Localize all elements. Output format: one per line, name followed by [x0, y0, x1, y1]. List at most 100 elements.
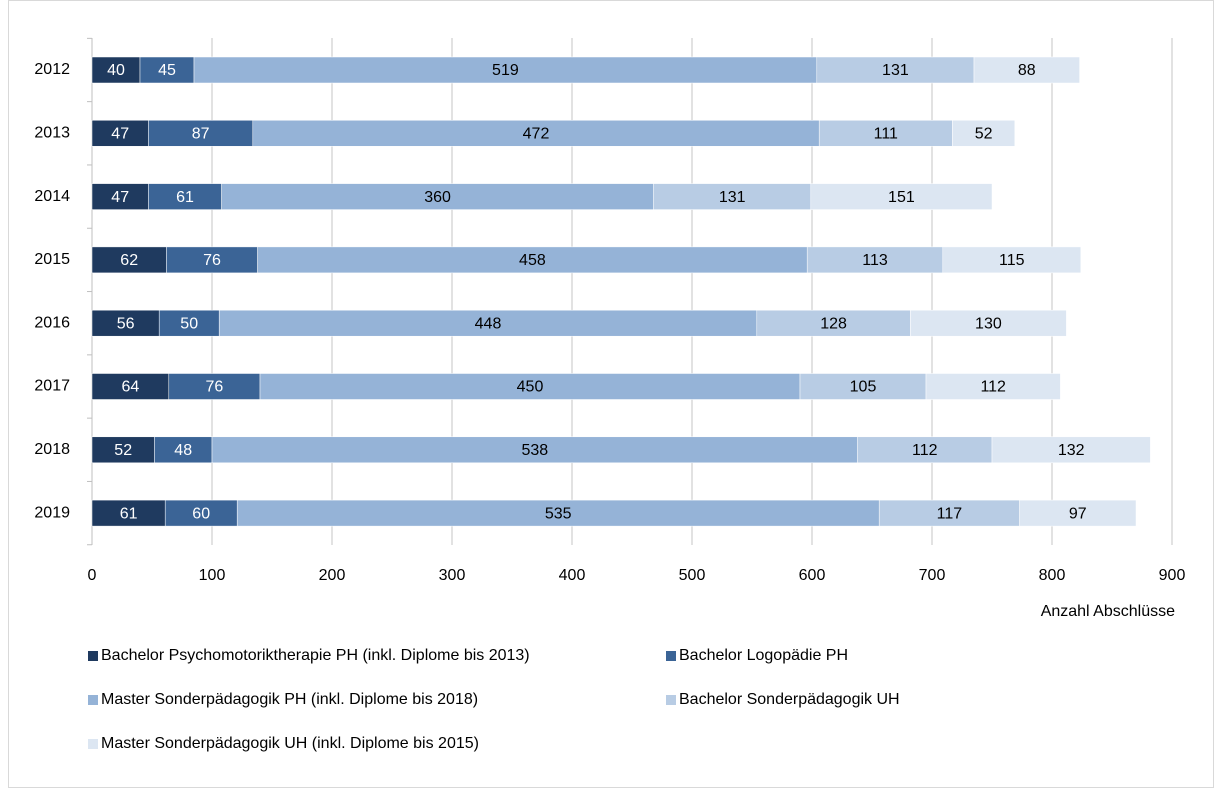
y-tick-label: 2013	[34, 125, 70, 142]
bar-segment	[925, 373, 1061, 400]
data-label: 113	[862, 252, 888, 269]
data-label: 64	[122, 379, 140, 396]
x-tick-label: 600	[799, 567, 826, 584]
data-label: 61	[120, 505, 138, 522]
bar-segment	[193, 56, 818, 84]
data-label: 519	[492, 62, 519, 79]
data-label: 535	[545, 505, 572, 522]
bar-segment	[91, 373, 170, 400]
data-label: 45	[158, 62, 176, 79]
data-label: 472	[523, 126, 550, 143]
data-label: 458	[519, 252, 546, 269]
data-label: 52	[975, 126, 993, 143]
bar-segment	[154, 436, 213, 464]
bar-segment	[991, 436, 1151, 464]
x-tick-label: 500	[679, 567, 706, 584]
legend-label: Master Sonderpädagogik UH (inkl. Diplome…	[101, 735, 479, 752]
legend-swatch	[666, 651, 676, 661]
data-label: 47	[111, 189, 129, 206]
x-axis-label: Anzahl Abschlüsse	[1041, 603, 1175, 620]
bar-segment	[91, 436, 155, 464]
legend-label: Bachelor Logopädie PH	[679, 647, 848, 664]
data-label: 360	[424, 189, 451, 206]
y-tick-label: 2017	[34, 378, 70, 395]
data-label: 448	[475, 315, 502, 332]
x-tick-label: 0	[88, 567, 97, 584]
bar-segment	[211, 436, 858, 464]
legend-label: Master Sonderpädagogik PH (inkl. Diplome…	[101, 691, 478, 708]
data-label: 450	[517, 379, 544, 396]
data-label: 131	[719, 189, 746, 206]
bar-segment	[166, 246, 258, 274]
data-label: 132	[1058, 442, 1085, 459]
bar-segment	[857, 436, 993, 464]
data-label: 151	[888, 189, 915, 206]
data-label: 117	[937, 505, 963, 522]
bar-segment	[810, 183, 993, 210]
y-tick-label: 2014	[34, 188, 70, 205]
data-label: 47	[111, 126, 129, 143]
data-label: 105	[850, 379, 877, 396]
data-label: 111	[874, 126, 898, 143]
data-label: 128	[820, 315, 847, 332]
bar-segment	[158, 309, 220, 337]
data-label: 130	[975, 315, 1002, 332]
data-label: 50	[180, 315, 198, 332]
x-tick-label: 200	[319, 567, 346, 584]
bar-segment	[91, 246, 167, 274]
data-label: 60	[192, 505, 210, 522]
x-tick-label: 100	[199, 567, 226, 584]
legend-label: Bachelor Sonderpädagogik UH	[679, 691, 900, 708]
x-tick-label: 800	[1039, 567, 1066, 584]
data-label: 56	[117, 315, 135, 332]
data-label: 115	[999, 252, 1025, 269]
bar-segment	[236, 499, 880, 527]
frame	[8, 0, 1214, 788]
bar-segment	[91, 309, 160, 337]
y-tick-label: 2019	[34, 504, 70, 521]
bar-segment	[91, 120, 149, 147]
data-label: 87	[192, 126, 210, 143]
data-label: 538	[521, 442, 548, 459]
bar-segment	[252, 120, 820, 147]
data-label: 97	[1069, 505, 1087, 522]
legend-swatch	[88, 739, 98, 749]
y-tick-label: 2012	[34, 61, 70, 78]
data-label: 40	[107, 62, 125, 79]
bar-segment	[942, 246, 1082, 274]
x-tick-label: 900	[1159, 567, 1186, 584]
bar-segment	[818, 120, 953, 147]
bar-segment	[973, 56, 1080, 84]
bar-segment	[952, 120, 1016, 147]
y-tick-label: 2016	[34, 314, 70, 331]
legend-swatch	[88, 651, 98, 661]
bar-segment	[221, 183, 654, 210]
legend-label: Bachelor Psychomotoriktherapie PH (inkl.…	[101, 647, 530, 664]
bar-segment	[910, 309, 1067, 337]
bar-segment	[164, 499, 238, 527]
y-tick-label: 2015	[34, 251, 70, 268]
data-label: 48	[174, 442, 192, 459]
data-label: 112	[912, 442, 938, 459]
data-label: 76	[203, 252, 221, 269]
bar-segment	[148, 183, 222, 210]
bar-segment	[91, 56, 141, 84]
bar-segment	[91, 183, 149, 210]
data-label: 52	[114, 442, 132, 459]
data-label: 62	[120, 252, 138, 269]
x-tick-label: 400	[559, 567, 586, 584]
data-label: 61	[176, 189, 194, 206]
x-tick-label: 300	[439, 567, 466, 584]
data-label: 112	[980, 379, 1006, 396]
bar-segment	[816, 56, 975, 84]
data-label: 76	[206, 379, 224, 396]
legend-swatch	[666, 695, 676, 705]
data-label: 88	[1018, 62, 1036, 79]
bar-segment	[1019, 499, 1137, 527]
bar-segment	[257, 246, 808, 274]
bar-segment	[799, 373, 927, 400]
bar-segment	[139, 56, 195, 84]
x-tick-label: 700	[919, 567, 946, 584]
bar-segment	[878, 499, 1020, 527]
